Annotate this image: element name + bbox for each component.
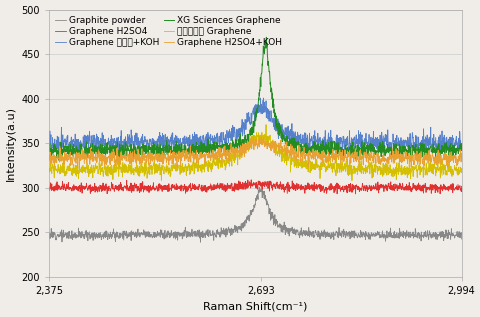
XG Sciences Graphene: [263, 35, 269, 39]
엔바로테크 Graphene: [46, 167, 51, 171]
Legend: Graphite powder, Graphene H2SO4, Graphene 물유리+KOH, XG Sciences Graphene, 엔바로테크 G: Graphite powder, Graphene H2SO4, Graphen…: [53, 14, 283, 49]
Line: XG Sciences Graphene: XG Sciences Graphene: [48, 37, 461, 161]
XG Sciences Graphene: [237, 143, 242, 147]
Graphene H2SO4: [248, 178, 253, 182]
Graphene 물유리+KOH: [281, 131, 287, 134]
Graphite powder: [229, 229, 235, 233]
Graphene H2SO4+KOH: [221, 151, 227, 154]
Graphene H2SO4: [78, 189, 84, 193]
Graphite powder: [237, 228, 242, 232]
XG Sciences Graphene: [325, 159, 331, 163]
XG Sciences Graphene: [280, 136, 286, 140]
Graphene H2SO4: [237, 184, 242, 188]
Graphene 물유리+KOH: [458, 142, 464, 146]
XG Sciences Graphene: [458, 146, 464, 149]
Graphene 물유리+KOH: [221, 138, 227, 141]
Line: Graphite powder: Graphite powder: [48, 185, 461, 242]
Graphene H2SO4+KOH: [46, 154, 51, 158]
XG Sciences Graphene: [46, 147, 51, 151]
Graphene H2SO4+KOH: [95, 156, 100, 159]
Graphene 물유리+KOH: [72, 159, 78, 163]
Graphite powder: [46, 232, 51, 236]
XG Sciences Graphene: [221, 147, 227, 151]
Graphene H2SO4+KOH: [250, 133, 256, 137]
엔바로테크 Graphene: [263, 123, 268, 126]
엔바로테크 Graphene: [237, 157, 242, 161]
Graphene 물유리+KOH: [237, 127, 242, 131]
Graphene 물유리+KOH: [78, 141, 84, 145]
Graphene H2SO4+KOH: [229, 146, 235, 150]
X-axis label: Raman Shift(cm⁻¹): Raman Shift(cm⁻¹): [203, 301, 307, 311]
XG Sciences Graphene: [95, 154, 100, 158]
Graphene H2SO4: [458, 184, 464, 188]
엔바로테크 Graphene: [348, 179, 354, 183]
Graphene H2SO4+KOH: [78, 153, 84, 157]
Graphene 물유리+KOH: [229, 124, 235, 127]
Graphene 물유리+KOH: [95, 138, 100, 142]
Graphite powder: [281, 220, 287, 224]
Graphene H2SO4: [95, 190, 100, 194]
Graphite powder: [95, 234, 100, 237]
Graphene 물유리+KOH: [260, 96, 266, 100]
Graphite powder: [78, 236, 84, 240]
Line: Graphene H2SO4: Graphene H2SO4: [48, 180, 461, 194]
Graphite powder: [221, 233, 227, 237]
XG Sciences Graphene: [229, 142, 235, 146]
Graphene H2SO4: [229, 187, 235, 191]
Graphene H2SO4+KOH: [76, 167, 82, 171]
Graphene H2SO4: [46, 183, 51, 187]
Graphene H2SO4: [221, 189, 227, 192]
엔바로테크 Graphene: [78, 169, 84, 172]
Line: 엔바로테크 Graphene: 엔바로테크 Graphene: [48, 125, 461, 181]
Graphene H2SO4: [280, 184, 286, 188]
Y-axis label: Intensity(a.u): Intensity(a.u): [6, 106, 15, 181]
Graphene H2SO4: [352, 192, 358, 196]
Graphene 물유리+KOH: [46, 143, 51, 147]
Graphene H2SO4+KOH: [237, 154, 242, 158]
Graphene H2SO4+KOH: [281, 143, 287, 147]
Graphite powder: [197, 240, 203, 244]
Graphite powder: [458, 237, 464, 241]
엔바로테크 Graphene: [280, 152, 286, 156]
엔바로테크 Graphene: [458, 167, 464, 171]
Graphene H2SO4+KOH: [458, 151, 464, 155]
엔바로테크 Graphene: [221, 159, 227, 163]
Line: Graphene H2SO4+KOH: Graphene H2SO4+KOH: [48, 135, 461, 169]
Line: Graphene 물유리+KOH: Graphene 물유리+KOH: [48, 98, 461, 161]
엔바로테크 Graphene: [229, 157, 235, 161]
XG Sciences Graphene: [78, 154, 84, 158]
엔바로테크 Graphene: [95, 164, 100, 168]
Graphite powder: [259, 184, 264, 187]
